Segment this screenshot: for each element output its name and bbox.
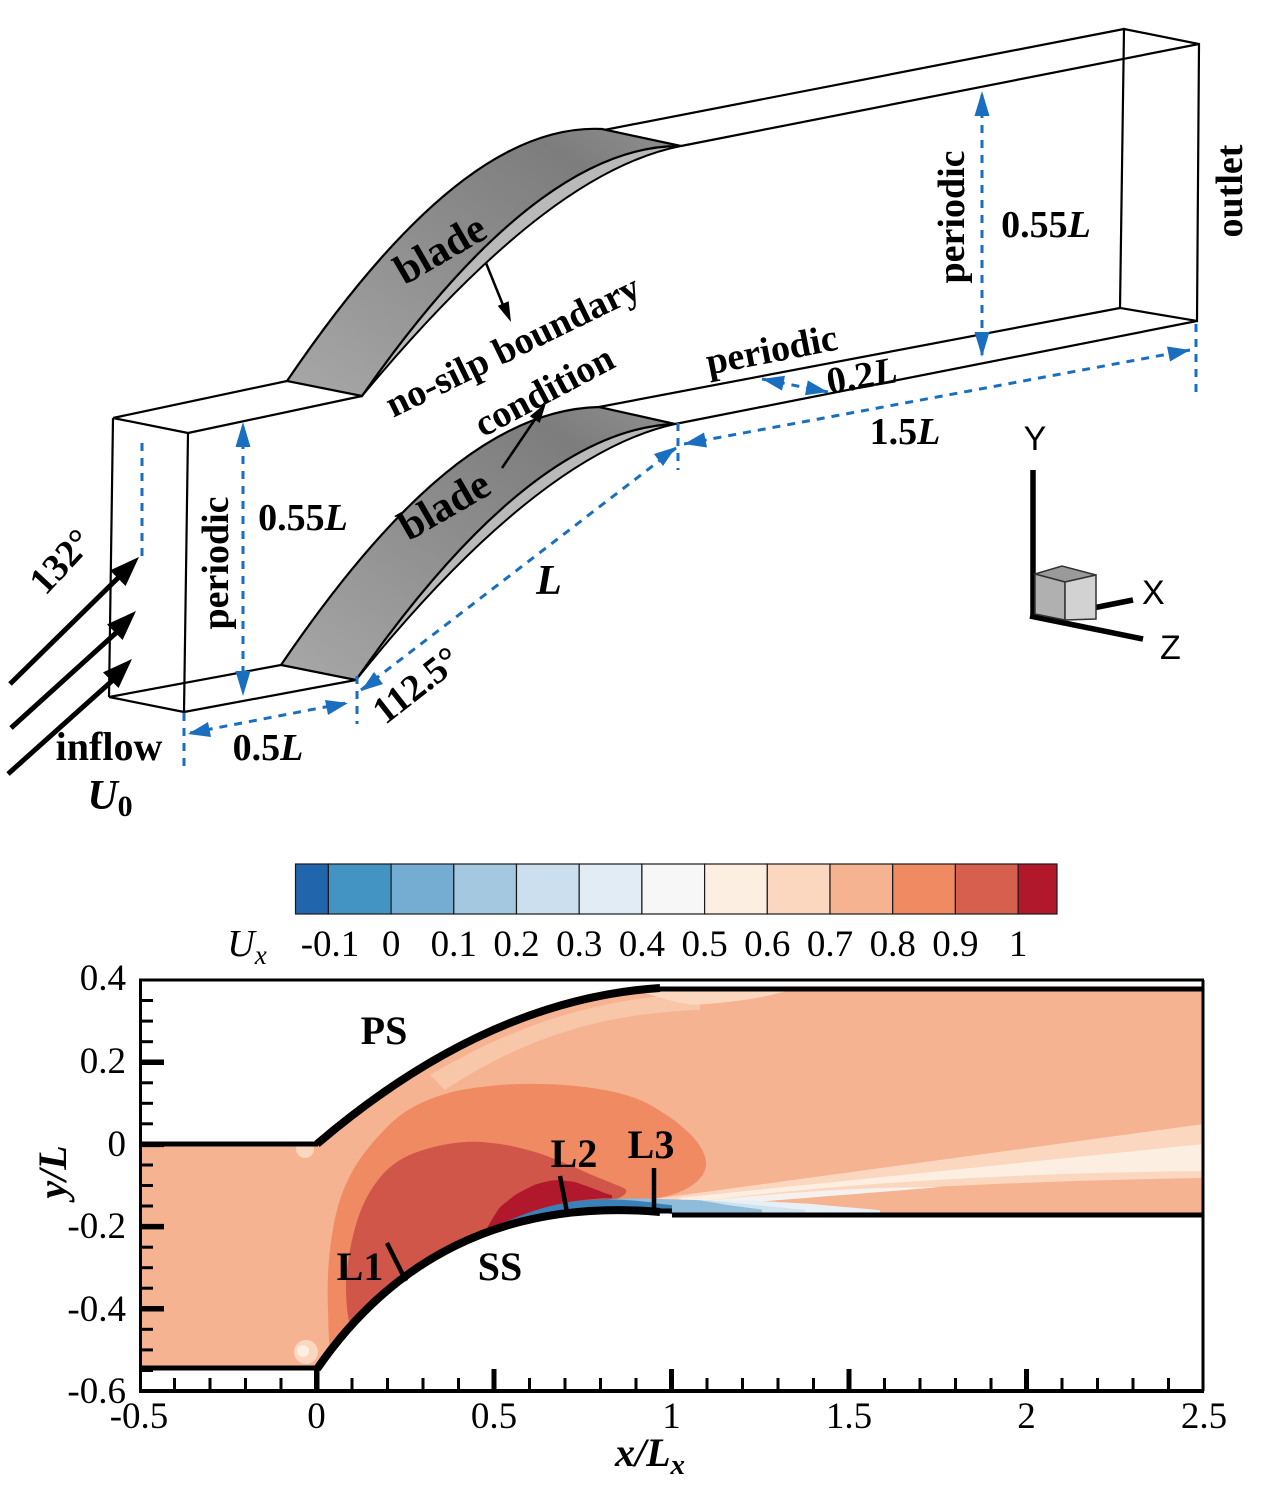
svg-text:2.5: 2.5 [1181,1396,1227,1437]
svg-text:0.8: 0.8 [870,924,916,965]
svg-text:0.9: 0.9 [932,924,978,965]
svg-text:-0.4: -0.4 [67,1289,126,1330]
svg-text:0.2: 0.2 [80,1041,126,1082]
svg-text:0.5: 0.5 [471,1396,517,1437]
svg-text:SS: SS [478,1244,523,1289]
svg-text:1.5L: 1.5L [870,411,941,453]
svg-text:X: X [1142,574,1165,612]
svg-text:0.55L: 0.55L [258,497,348,539]
svg-text:0.3: 0.3 [556,924,602,965]
svg-text:outlet: outlet [1209,144,1251,237]
svg-text:0.4: 0.4 [619,924,665,965]
svg-text:1: 1 [1009,924,1028,965]
svg-text:y/L: y/L [30,1145,75,1202]
svg-text:0: 0 [382,924,401,965]
svg-text:periodic: periodic [195,497,237,630]
svg-text:L3: L3 [628,1122,675,1167]
svg-text:inflow: inflow [56,724,163,769]
svg-text:L: L [535,558,562,604]
svg-text:PS: PS [361,1008,408,1053]
svg-text:-0.5: -0.5 [110,1396,169,1437]
svg-text:0.6: 0.6 [744,924,790,965]
svg-text:0.7: 0.7 [807,924,853,965]
svg-text:L2: L2 [551,1131,598,1176]
svg-text:1.5: 1.5 [826,1396,872,1437]
svg-text:0.55L: 0.55L [1001,204,1091,246]
svg-text:Z: Z [1160,629,1181,667]
svg-text:0: 0 [108,1124,127,1165]
svg-text:0.4: 0.4 [80,958,126,999]
svg-text:2: 2 [1017,1396,1036,1437]
svg-text:-0.2: -0.2 [67,1206,126,1247]
svg-text:0.5L: 0.5L [233,727,304,769]
svg-text:0.5: 0.5 [681,924,727,965]
svg-text:Y: Y [1024,420,1047,458]
svg-text:periodic: periodic [931,151,973,284]
svg-text:0: 0 [307,1396,326,1437]
svg-text:-0.6: -0.6 [67,1371,126,1412]
svg-text:L1: L1 [337,1244,384,1289]
svg-text:0.1: 0.1 [431,924,477,965]
svg-text:1: 1 [662,1396,681,1437]
svg-text:-0.1: -0.1 [301,924,360,965]
svg-text:0.2: 0.2 [493,924,539,965]
